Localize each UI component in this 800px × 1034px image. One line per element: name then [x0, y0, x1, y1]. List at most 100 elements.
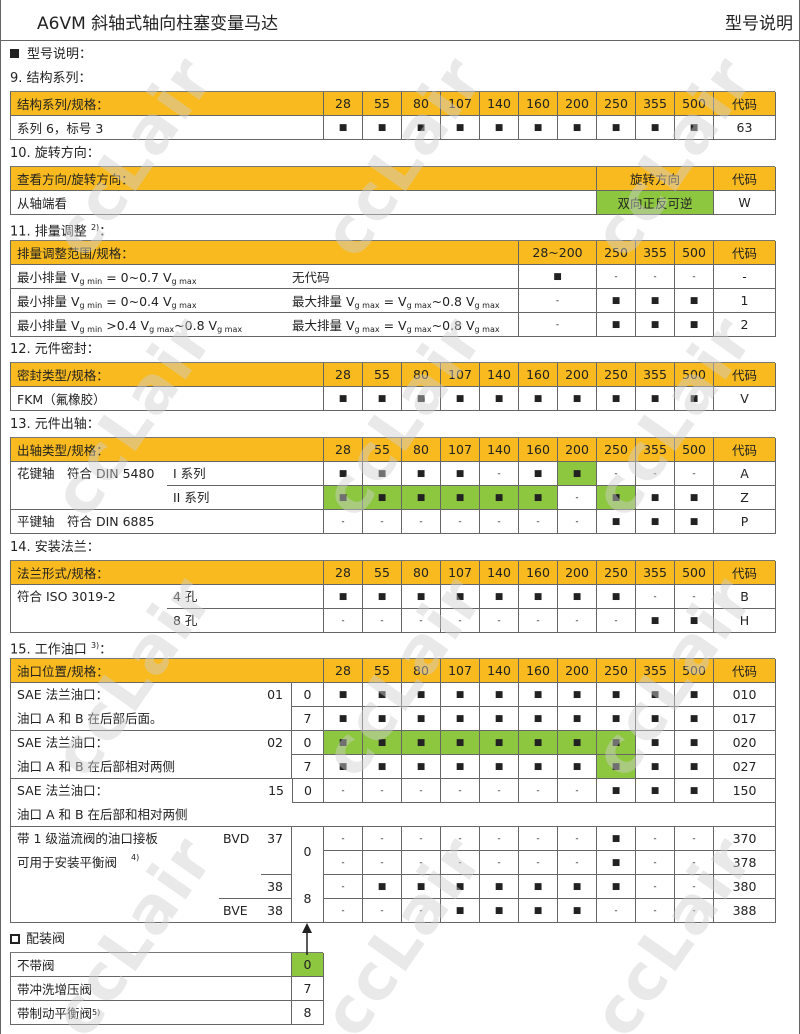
size-header-500: 500 [675, 659, 714, 683]
available-mark: ■ [402, 486, 441, 510]
available-mark: ■ [402, 875, 441, 899]
available-mark: ■ [519, 585, 558, 609]
text-segment: 无代码 [292, 270, 330, 285]
footnote-ref: 3) [90, 641, 100, 650]
size-header-107: 107 [441, 659, 480, 683]
available-mark: ■ [597, 289, 636, 313]
variant-label: I 系列 [173, 466, 206, 481]
intro-heading: 型号说明： [1, 43, 799, 67]
text-segment: ~0.8 V [174, 318, 218, 333]
available-mark: ■ [441, 899, 480, 923]
size-header-250: 250 [597, 659, 636, 683]
colon: ： [99, 642, 113, 658]
port-number: 15 [268, 783, 284, 798]
text-segment: ~0.8 V [431, 294, 475, 309]
document-title: A6VM 斜轴式轴向柱塞变量马达 [37, 14, 279, 34]
size-header-355: 355 [636, 561, 675, 585]
unavailable-mark: - [363, 609, 402, 633]
size-header-500: 500 [675, 363, 714, 387]
available-mark: ■ [402, 707, 441, 731]
unavailable-mark: - [597, 265, 636, 289]
available-mark: ■ [636, 510, 675, 534]
unavailable-mark: - [324, 827, 363, 851]
size-header-500: 500 [675, 561, 714, 585]
subscript: g max [354, 301, 380, 310]
subscript: g min [79, 301, 103, 310]
section-tag: 型号说明 [725, 14, 793, 34]
size-header-55: 55 [363, 92, 402, 116]
available-mark: ■ [636, 486, 675, 510]
code-value: B [714, 585, 776, 609]
footnote-ref: 5) [92, 1008, 101, 1017]
valve-title: 配装阀 [26, 932, 66, 947]
displacement-table: 排量调整范围/规格： 28~200 250 355 500 代码 最小排量 Vg min =… [10, 240, 776, 337]
available-mark: ■ [480, 683, 519, 707]
port-number: 38 [267, 903, 283, 918]
unavailable-mark: - [363, 510, 402, 534]
available-mark: ■ [519, 707, 558, 731]
available-mark: ■ [324, 707, 363, 731]
unavailable-mark: - [558, 851, 597, 875]
available-mark: ■ [636, 289, 675, 313]
intro-text: 型号说明： [27, 47, 93, 62]
group-label-text: 符合 ISO 3019-2 [17, 589, 116, 604]
size-header-250: 250 [597, 92, 636, 116]
header-label: 密封类型/规格： [11, 363, 324, 387]
unavailable-mark: - [519, 779, 558, 803]
size-header-140: 140 [480, 363, 519, 387]
available-mark: ■ [636, 683, 675, 707]
group-label: 花键轴 符合 DIN 5480 I 系列 II 系列 [11, 462, 324, 510]
unavailable-mark: - [519, 289, 597, 313]
valve-option-code: 8 [292, 1001, 324, 1025]
section-valve: 配装阀 不带阀 0 带冲洗增压阀 7 带制动平衡阀 5) 8 [1, 928, 799, 1025]
section-14-title: 14. 安装法兰： [10, 540, 100, 555]
available-mark: ■ [597, 486, 636, 510]
unavailable-mark: - [519, 609, 558, 633]
port-number: 37 [267, 831, 283, 846]
available-mark: ■ [441, 683, 480, 707]
port-number: 01 [267, 687, 283, 702]
text-segment: 最大排量 V [292, 318, 355, 333]
available-mark: ■ [675, 116, 714, 140]
available-mark: ■ [519, 462, 558, 486]
available-mark: ■ [636, 116, 675, 140]
filled-square-icon [10, 49, 19, 58]
size-header-160: 160 [519, 659, 558, 683]
available-mark: ■ [558, 731, 597, 755]
unavailable-mark: - [324, 899, 363, 923]
footnote-ref: 2) [90, 223, 100, 232]
unavailable-mark: - [675, 899, 714, 923]
code-value: 63 [714, 116, 776, 140]
available-mark: ■ [636, 609, 675, 633]
subscript: g max [171, 301, 197, 310]
size-header-250: 250 [597, 561, 636, 585]
code-value: 017 [714, 707, 776, 731]
unavailable-mark: - [480, 851, 519, 875]
available-mark: ■ [597, 755, 636, 779]
rotation-value: 双向正反可逆 [597, 191, 714, 215]
valve-digit: 8 [292, 875, 324, 923]
code-value: 150 [714, 779, 776, 803]
section-9: 9. 结构系列： 结构系列/规格： 28 55 80 107 140 160 200 250 35… [1, 67, 799, 140]
valve-type: BVE [223, 903, 248, 918]
available-mark: ■ [402, 683, 441, 707]
code-value: 388 [714, 899, 776, 923]
header-label: 法兰形式/规格： [11, 561, 324, 585]
available-mark: ■ [480, 755, 519, 779]
unavailable-mark: - [324, 510, 363, 534]
unavailable-mark: - [441, 851, 480, 875]
variant-label: 4 孔 [173, 589, 198, 604]
available-mark: ■ [558, 899, 597, 923]
unavailable-mark: - [441, 510, 480, 534]
unavailable-mark: - [636, 265, 675, 289]
available-mark: ■ [675, 313, 714, 337]
available-mark: ■ [675, 289, 714, 313]
group-label-text: 平键轴 符合 DIN 6885 [17, 514, 155, 529]
available-mark: ■ [636, 755, 675, 779]
available-mark: ■ [441, 731, 480, 755]
available-mark: ■ [558, 875, 597, 899]
unavailable-mark: - [324, 609, 363, 633]
available-mark: ■ [558, 585, 597, 609]
available-mark: ■ [558, 116, 597, 140]
